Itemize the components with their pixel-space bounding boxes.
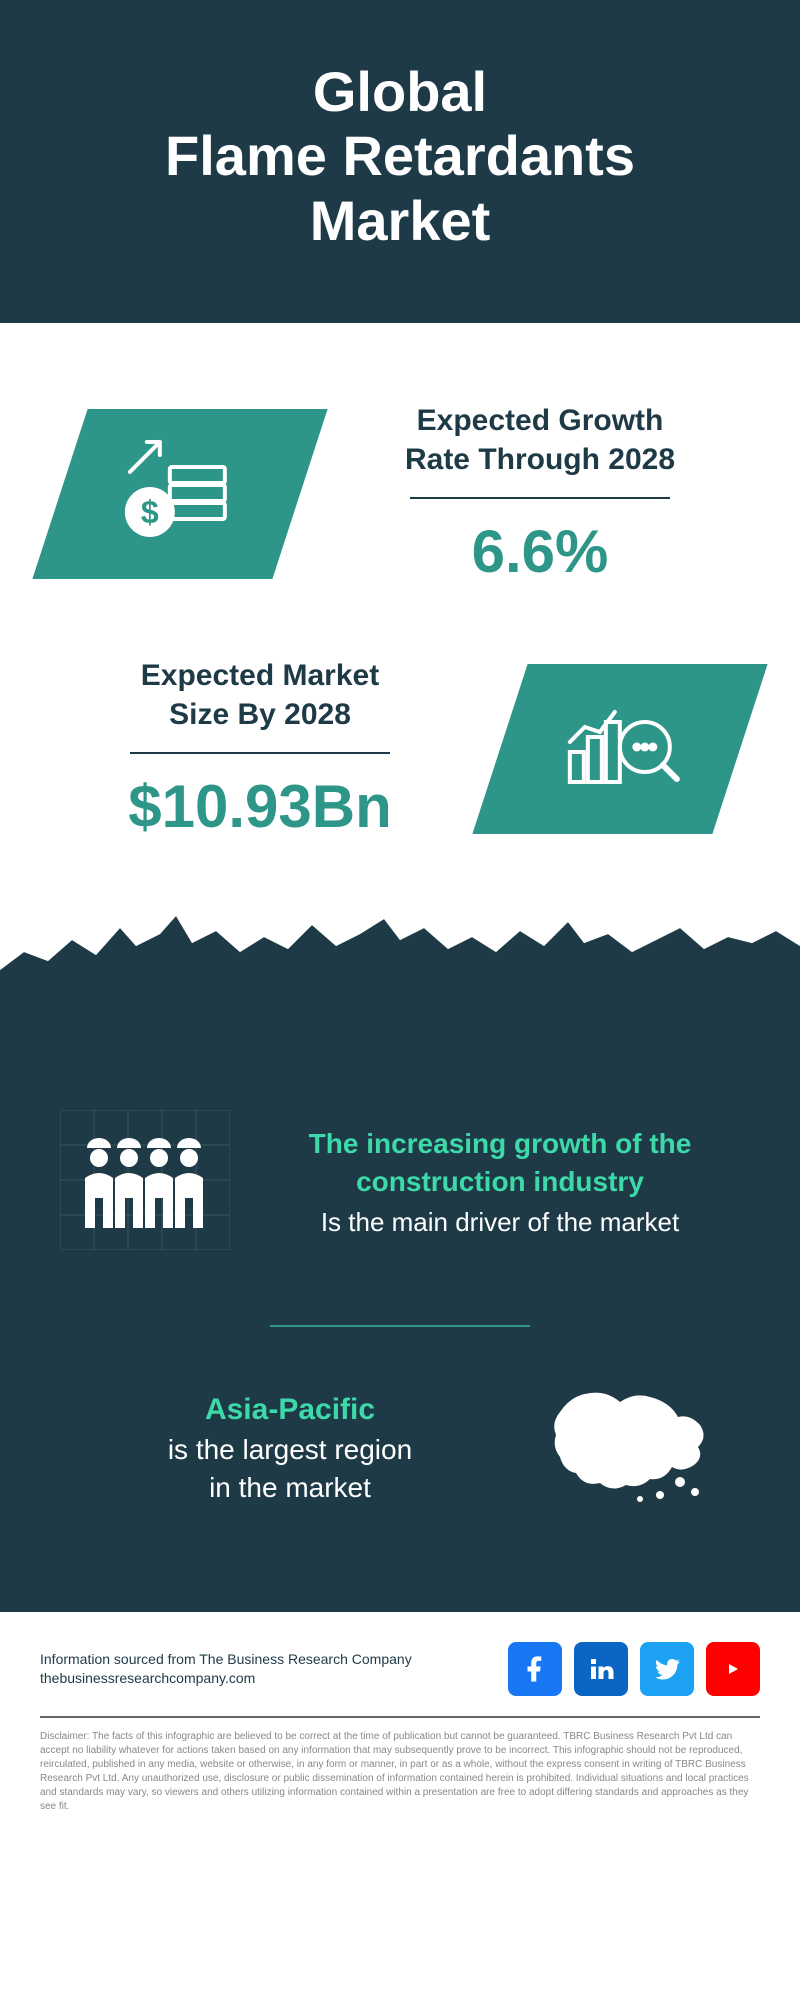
money-growth-icon: $ xyxy=(115,436,245,551)
driver-row: The increasing growth of the constructio… xyxy=(0,1090,800,1295)
footer-top: Information sourced from The Business Re… xyxy=(40,1642,760,1696)
growth-rate-stat: $ Expected Growth Rate Through 2028 6.6% xyxy=(60,401,740,586)
title-line-3: Market xyxy=(310,189,491,252)
social-links xyxy=(508,1642,760,1696)
driver-text: The increasing growth of the constructio… xyxy=(260,1125,740,1240)
market-size-stat: Expected Market Size By 2028 $10.93Bn xyxy=(60,656,740,841)
growth-stat-text: Expected Growth Rate Through 2028 6.6% xyxy=(340,401,740,586)
spacer xyxy=(0,323,800,351)
linkedin-icon[interactable] xyxy=(574,1642,628,1696)
divider xyxy=(410,497,670,499)
dark-section: The increasing growth of the constructio… xyxy=(0,970,800,1612)
section-divider xyxy=(270,1325,530,1327)
source-text: Information sourced from The Business Re… xyxy=(40,1650,412,1689)
region-row: Asia-Pacific is the largest region in th… xyxy=(0,1377,800,1562)
title-line-1: Global xyxy=(313,60,487,123)
growth-icon-badge: $ xyxy=(32,409,327,579)
footer-divider xyxy=(40,1716,760,1718)
region-text: Asia-Pacific is the largest region in th… xyxy=(70,1393,510,1507)
divider xyxy=(130,752,390,754)
growth-value: 6.6% xyxy=(340,517,740,586)
page-title: Global Flame Retardants Market xyxy=(40,60,760,253)
asia-map-icon xyxy=(540,1377,730,1522)
skyline-graphic xyxy=(0,970,800,1090)
driver-highlight: The increasing growth of the constructio… xyxy=(260,1125,740,1201)
growth-label: Expected Growth Rate Through 2028 xyxy=(340,401,740,479)
youtube-icon[interactable] xyxy=(706,1642,760,1696)
svg-text:$: $ xyxy=(141,493,159,529)
region-sub: is the largest region in the market xyxy=(70,1431,510,1507)
market-label: Expected Market Size By 2028 xyxy=(60,656,460,734)
twitter-icon[interactable] xyxy=(640,1642,694,1696)
disclaimer-text: Disclaimer: The facts of this infographi… xyxy=(40,1730,760,1814)
region-highlight: Asia-Pacific xyxy=(70,1393,510,1427)
analytics-icon xyxy=(555,691,685,806)
driver-sub: Is the main driver of the market xyxy=(260,1205,740,1240)
market-value: $10.93Bn xyxy=(60,772,460,841)
market-icon-badge xyxy=(472,664,767,834)
facebook-icon[interactable] xyxy=(508,1642,562,1696)
construction-workers-icon xyxy=(60,1110,230,1255)
market-stat-text: Expected Market Size By 2028 $10.93Bn xyxy=(60,656,460,841)
title-line-2: Flame Retardants xyxy=(165,124,635,187)
stats-section: $ Expected Growth Rate Through 2028 6.6% xyxy=(0,351,800,971)
footer: Information sourced from The Business Re… xyxy=(0,1612,800,1824)
header-banner: Global Flame Retardants Market xyxy=(0,0,800,323)
